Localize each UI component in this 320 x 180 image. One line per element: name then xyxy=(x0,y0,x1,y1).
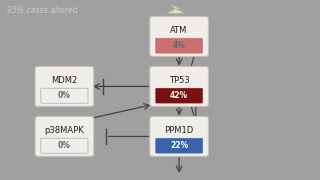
FancyBboxPatch shape xyxy=(41,88,88,103)
FancyBboxPatch shape xyxy=(156,138,203,153)
Text: 0%: 0% xyxy=(58,91,71,100)
FancyBboxPatch shape xyxy=(35,116,94,156)
Text: MDM2: MDM2 xyxy=(51,76,77,85)
FancyBboxPatch shape xyxy=(156,38,203,53)
FancyBboxPatch shape xyxy=(156,138,203,153)
Text: 95% cases altered: 95% cases altered xyxy=(7,6,78,15)
Text: ATM: ATM xyxy=(171,26,188,35)
Text: 0%: 0% xyxy=(58,141,71,150)
Polygon shape xyxy=(167,5,185,13)
FancyBboxPatch shape xyxy=(150,16,208,56)
Text: 4%: 4% xyxy=(173,41,186,50)
FancyBboxPatch shape xyxy=(150,66,208,106)
Text: PPM1D: PPM1D xyxy=(164,126,194,135)
Text: 22%: 22% xyxy=(170,141,188,150)
FancyBboxPatch shape xyxy=(156,38,203,53)
FancyBboxPatch shape xyxy=(150,116,208,156)
Text: TP53: TP53 xyxy=(169,76,189,85)
Text: p38MAPK: p38MAPK xyxy=(44,126,84,135)
FancyBboxPatch shape xyxy=(41,138,88,153)
Text: 42%: 42% xyxy=(170,91,188,100)
FancyBboxPatch shape xyxy=(156,88,203,103)
FancyBboxPatch shape xyxy=(156,88,203,103)
FancyBboxPatch shape xyxy=(35,66,94,106)
